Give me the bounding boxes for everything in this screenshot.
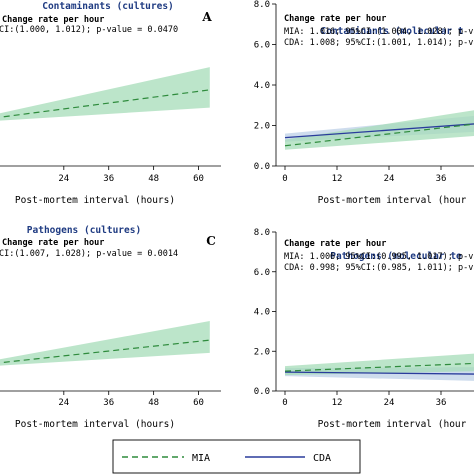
panel-c-xlabel: Post-mortem interval (hours) <box>15 419 175 430</box>
panel-c-title: Pathogens (cultures) <box>27 225 141 236</box>
panel-3-y-tick-label: 6.0 <box>254 268 270 278</box>
panel-b-annotation-mia: MIA: 1.016; 95%CI:(1.004, 1.028); p-valu <box>284 27 474 37</box>
panel-a-x-ticks: 24 36 48 60 <box>58 166 204 184</box>
panel-1-y-tick-label: 0.0 <box>254 162 270 172</box>
legend-cda-label: CDA <box>313 453 331 464</box>
panel-d-annotation-mia: MIA: 1.006; 95%CI:(0.995, 1.017); p-valu <box>284 252 474 262</box>
panel-c-x-ticks: 24 36 48 60 <box>58 391 204 408</box>
panel-c-plot <box>0 321 210 366</box>
legend: MIA CDA <box>112 439 361 474</box>
panel-a-annotation-ci: CI:(1.000, 1.012); p-value = 0.0470 <box>0 25 178 35</box>
panel-3-x-tick-label: 36 <box>436 398 447 408</box>
panel-1-mia-ci-band <box>285 110 474 150</box>
panel-b-xlabel: Post-mortem interval (hour <box>318 195 467 206</box>
panel-d-xlabel: Post-mortem interval (hour <box>318 419 467 430</box>
panel-d-plot <box>284 353 474 381</box>
panel-3-x-tick-label: 24 <box>384 398 395 408</box>
panel-pathogens-molecular: Pathogens (molecular te Change rate per … <box>254 228 474 430</box>
panel-3-mia-line <box>284 362 474 372</box>
panel-1-x-tick-label: 12 <box>332 174 343 184</box>
panel-1-y-tick-label: 8.0 <box>254 0 270 10</box>
panel-3-y-tick-label: 8.0 <box>254 228 270 238</box>
legend-mia-label: MIA <box>192 453 210 464</box>
panel-3-mia-ci-band <box>285 353 474 376</box>
panel-contaminants-molecular: Contaminants (molecular t Change rate pe… <box>254 0 474 206</box>
panel-contaminants-cultures: Contaminants (cultures) A Change rate pe… <box>0 1 221 206</box>
panel-b-annotation-cda: CDA: 1.008; 95%CI:(1.001, 1.014); p-valu <box>284 38 474 48</box>
panel-2-mia-ci-band <box>0 321 210 366</box>
panel-2-x-tick-label: 24 <box>58 398 69 408</box>
panel-1-x-tick-label: 36 <box>436 174 447 184</box>
panel-2-x-tick-label: 48 <box>148 398 159 408</box>
panel-0-mia-ci-band <box>0 67 210 121</box>
panel-1-y-tick-label: 2.0 <box>254 122 270 132</box>
panel-b-y-ticks: 0.0 2.0 4.0 6.0 8.0 <box>254 0 276 172</box>
panel-c-annotation-heading: Change rate per hour <box>2 238 104 248</box>
panel-1-x-tick-label: 24 <box>384 174 395 184</box>
panel-3-y-tick-label: 2.0 <box>254 347 270 357</box>
panel-d-y-ticks: 0.0 2.0 4.0 6.0 8.0 <box>254 228 276 397</box>
panel-d-x-ticks: 0 12 24 36 <box>282 391 446 408</box>
panel-3-x-tick-label: 0 <box>282 398 287 408</box>
panel-1-x-tick-label: 0 <box>282 174 287 184</box>
panel-a-annotation-heading: Change rate per hour <box>2 15 104 25</box>
panel-d-annotation-cda: CDA: 0.998; 95%CI:(0.985, 1.011); p-valu <box>284 263 474 273</box>
panel-1-mia-line <box>284 123 474 147</box>
panel-b-title: Contaminants (molecular t <box>321 26 464 37</box>
panel-c-annotation-ci: CI:(1.007, 1.028); p-value = 0.0014 <box>0 249 178 259</box>
panel-a-plot <box>0 67 210 121</box>
panel-3-x-tick-label: 12 <box>332 398 343 408</box>
panel-3-cda-line <box>284 371 474 375</box>
panel-0-x-tick-label: 48 <box>148 174 159 184</box>
panel-d-title: Pathogens (molecular te <box>330 251 462 262</box>
panel-3-y-tick-label: 4.0 <box>254 308 270 318</box>
panel-d-annotation-heading: Change rate per hour <box>284 239 386 249</box>
panel-3-y-tick-label: 0.0 <box>254 387 270 397</box>
panel-0-x-tick-label: 24 <box>58 174 69 184</box>
panel-2-x-tick-label: 60 <box>193 398 204 408</box>
panel-1-cda-line <box>284 123 474 139</box>
panel-0-x-tick-label: 60 <box>193 174 204 184</box>
panel-0-x-tick-label: 36 <box>103 174 114 184</box>
panel-1-y-tick-label: 4.0 <box>254 81 270 91</box>
panel-b-annotation-heading: Change rate per hour <box>284 14 386 24</box>
panel-b-x-ticks: 0 12 24 36 <box>282 166 446 184</box>
legend-box <box>112 439 361 474</box>
panel-a-xlabel: Post-mortem interval (hours) <box>15 195 175 206</box>
panel-a-letter: A <box>201 10 212 24</box>
panel-b-plot <box>284 110 474 150</box>
panel-c-letter: C <box>206 234 216 248</box>
panel-2-x-tick-label: 36 <box>103 398 114 408</box>
panel-a-title: Contaminants (cultures) <box>42 1 174 12</box>
panel-1-y-tick-label: 6.0 <box>254 41 270 51</box>
panel-pathogens-cultures: Pathogens (cultures) C Change rate per h… <box>0 225 221 430</box>
